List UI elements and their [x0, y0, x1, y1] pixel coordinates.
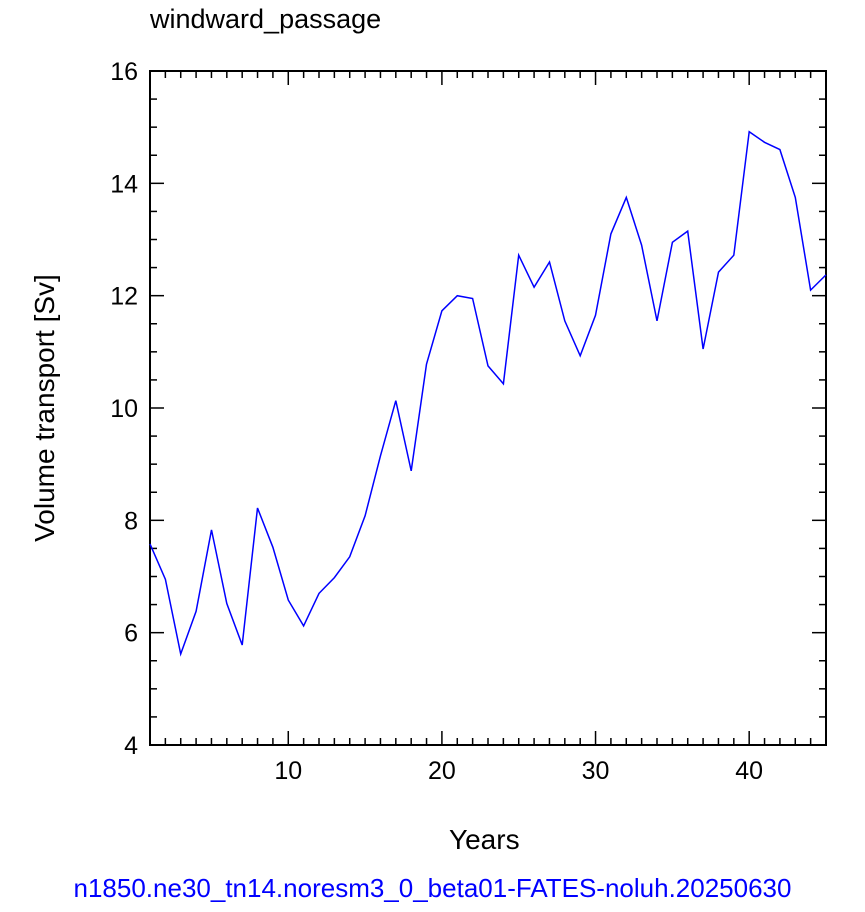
y-tick-label: 8 — [124, 507, 138, 535]
y-axis-label: Volume transport [Sv] — [29, 274, 60, 542]
axis-ticks — [149, 70, 827, 746]
y-tick-label: 6 — [124, 620, 138, 648]
data-series — [149, 130, 827, 657]
axis-tick-labels: 10 20 30 40 4 6 8 10 12 14 16 — [110, 58, 763, 785]
x-axis-label: Years — [449, 824, 520, 855]
series-line — [149, 130, 827, 657]
x-tick-label: 10 — [274, 757, 302, 785]
y-tick-label: 4 — [124, 732, 138, 760]
x-tick-label: 20 — [428, 757, 456, 785]
case-name-caption: n1850.ne30_tn14.noresm3_0_beta01-FATES-n… — [73, 873, 792, 903]
x-tick-label: 30 — [582, 757, 610, 785]
y-tick-label: 10 — [110, 395, 138, 423]
plot-frame — [149, 70, 827, 746]
chart-title: windward_passage — [150, 4, 382, 34]
y-tick-label: 14 — [110, 170, 138, 198]
plot-border — [149, 70, 827, 746]
y-tick-label: 12 — [110, 283, 138, 311]
y-tick-label: 16 — [110, 58, 138, 86]
x-tick-label: 40 — [735, 757, 763, 785]
